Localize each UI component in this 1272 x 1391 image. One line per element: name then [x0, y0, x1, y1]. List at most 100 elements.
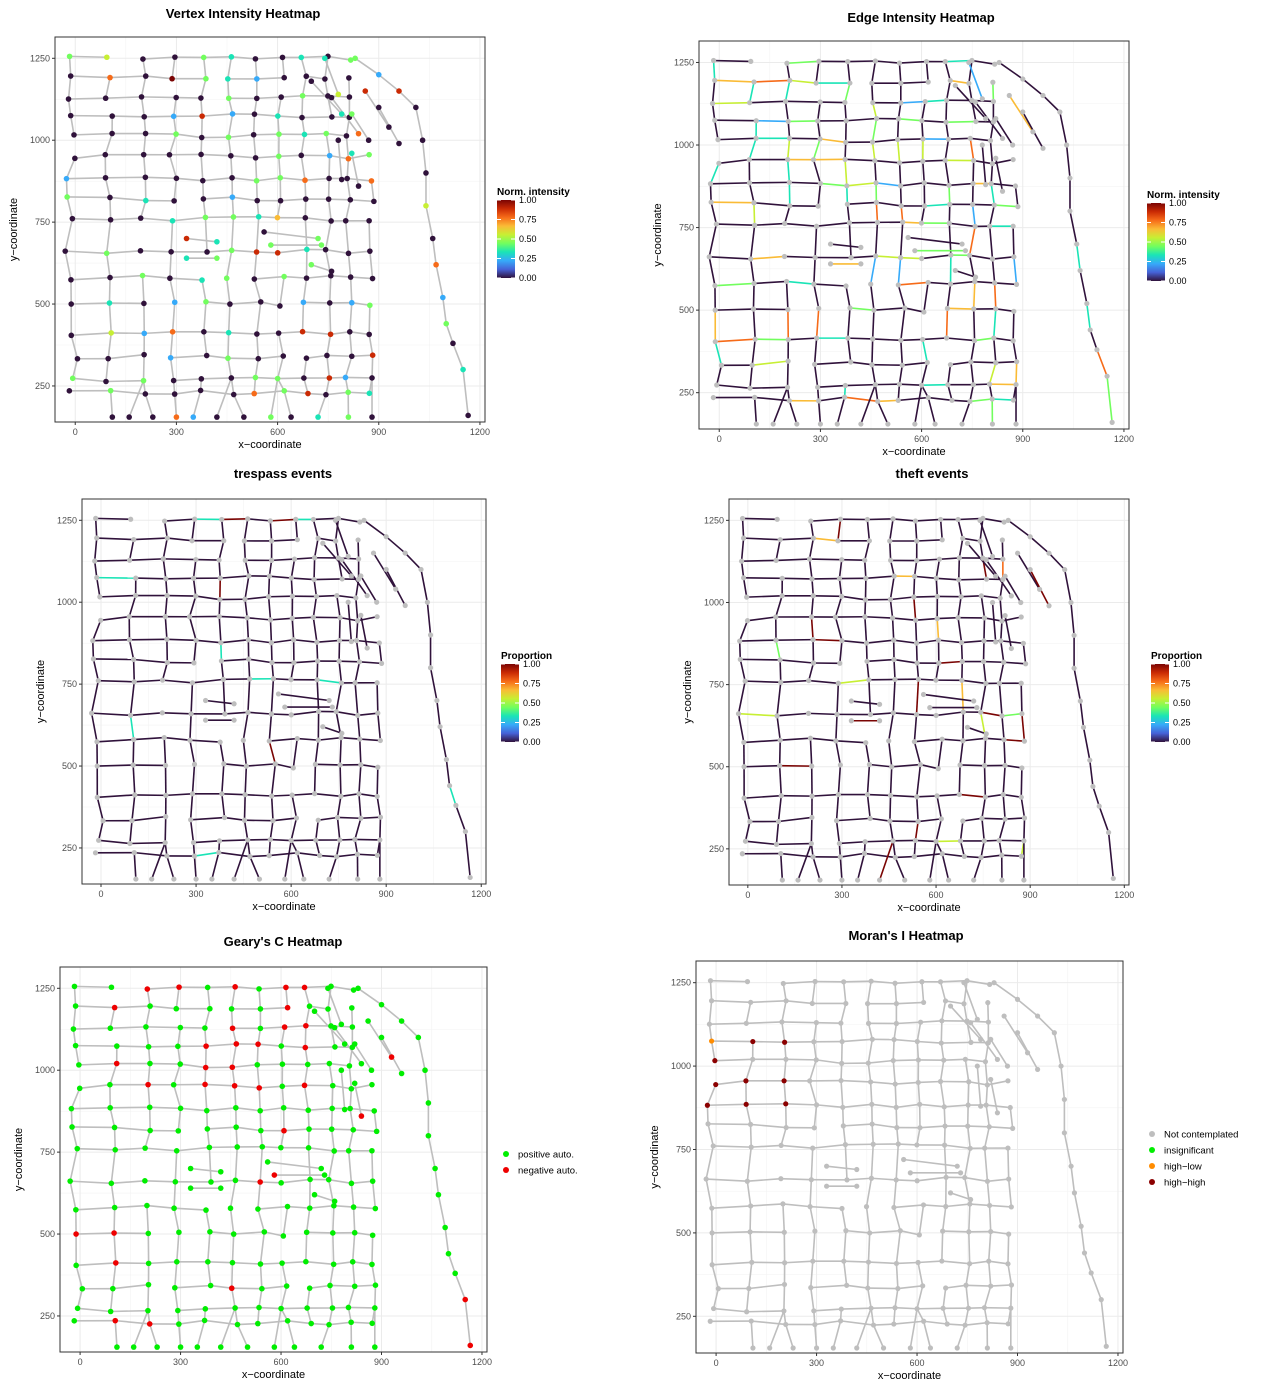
- network-vertex: [940, 537, 945, 542]
- network-edge: [714, 61, 751, 62]
- network-vertex: [322, 55, 328, 61]
- network-edge: [165, 817, 166, 843]
- network-edge: [317, 642, 318, 661]
- network-vertex: [981, 638, 986, 643]
- network-vertex: [778, 1176, 783, 1181]
- network-vertex: [316, 738, 321, 743]
- network-vertex: [256, 214, 262, 220]
- network-vertex: [945, 382, 950, 387]
- network-edge: [73, 1028, 110, 1029]
- network-vertex: [384, 567, 389, 572]
- network-vertex: [93, 516, 98, 521]
- network-vertex: [983, 681, 988, 686]
- network-vertex: [982, 838, 987, 843]
- network-vertex: [349, 639, 354, 644]
- network-edge: [315, 764, 340, 765]
- network-vertex: [190, 414, 196, 420]
- network-edge: [941, 1021, 942, 1043]
- network-vertex: [997, 60, 1002, 65]
- network-vertex: [986, 1259, 991, 1264]
- network-vertex: [191, 660, 196, 665]
- network-vertex: [871, 1142, 876, 1147]
- network-edge: [205, 1308, 235, 1309]
- network-edge: [865, 560, 866, 578]
- network-vertex: [874, 200, 879, 205]
- network-vertex: [943, 158, 948, 163]
- network-vertex: [195, 1344, 201, 1350]
- network-edge: [943, 1231, 969, 1232]
- network-vertex: [307, 1205, 313, 1211]
- network-vertex: [848, 255, 853, 260]
- network-vertex: [200, 178, 206, 184]
- network-vertex: [978, 1104, 983, 1109]
- network-edge: [973, 161, 974, 184]
- network-vertex: [737, 638, 742, 643]
- network-vertex: [444, 757, 449, 762]
- network-edge: [917, 796, 937, 797]
- network-edge: [868, 1004, 869, 1024]
- network-edge: [95, 560, 130, 561]
- network-edge: [918, 679, 935, 680]
- network-vertex: [966, 1102, 971, 1107]
- network-vertex: [943, 1175, 948, 1180]
- network-vertex: [133, 576, 138, 581]
- network-vertex: [188, 817, 193, 822]
- network-edge: [947, 308, 973, 309]
- network-vertex: [143, 1024, 149, 1030]
- network-vertex: [712, 118, 717, 123]
- network-vertex: [987, 982, 992, 987]
- network-vertex: [1062, 567, 1067, 572]
- network-vertex: [163, 763, 168, 768]
- network-vertex: [371, 1108, 377, 1114]
- network-vertex: [357, 736, 362, 741]
- network-vertex: [938, 517, 943, 522]
- network-vertex: [312, 1192, 318, 1198]
- network-vertex: [133, 593, 138, 598]
- plot-background: [55, 37, 485, 422]
- network-vertex: [814, 224, 819, 229]
- network-vertex: [740, 516, 745, 521]
- network-edge: [354, 1207, 355, 1233]
- network-edge: [112, 116, 144, 117]
- network-edge: [786, 1104, 817, 1105]
- network-vertex: [245, 615, 250, 620]
- network-edge: [971, 362, 996, 363]
- network-vertex: [386, 124, 392, 130]
- network-vertex: [327, 300, 333, 306]
- network-edge: [872, 339, 873, 365]
- network-vertex: [782, 1230, 787, 1235]
- network-edge: [129, 639, 166, 640]
- legend-label: high−high: [1164, 1178, 1205, 1189]
- network-vertex: [918, 1020, 923, 1025]
- network-edge: [355, 1285, 376, 1286]
- network-vertex: [981, 659, 986, 664]
- network-vertex: [452, 1271, 458, 1277]
- network-vertex: [961, 980, 966, 985]
- network-vertex: [834, 818, 839, 823]
- y-tick-label: 250: [709, 844, 724, 854]
- network-vertex: [164, 853, 169, 858]
- network-vertex: [991, 99, 996, 104]
- network-vertex: [334, 854, 339, 859]
- network-vertex: [1015, 997, 1020, 1002]
- network-vertex: [167, 152, 173, 158]
- network-vertex: [218, 1169, 224, 1175]
- x-tick-label: 600: [929, 890, 944, 900]
- network-vertex: [854, 1184, 859, 1189]
- network-vertex: [842, 100, 847, 105]
- network-vertex: [978, 710, 983, 715]
- network-vertex: [288, 677, 293, 682]
- legend: positive auto.negative auto.: [503, 1150, 578, 1177]
- network-vertex: [920, 159, 925, 164]
- network-vertex: [403, 550, 408, 555]
- network-edge: [150, 1064, 180, 1065]
- network-edge: [811, 817, 812, 843]
- network-vertex: [705, 1103, 710, 1108]
- network-edge: [898, 119, 899, 140]
- network-vertex: [1009, 1204, 1014, 1209]
- network-vertex: [280, 55, 286, 61]
- network-vertex: [939, 1258, 944, 1263]
- network-vertex: [985, 1082, 990, 1087]
- network-edge: [968, 1126, 990, 1127]
